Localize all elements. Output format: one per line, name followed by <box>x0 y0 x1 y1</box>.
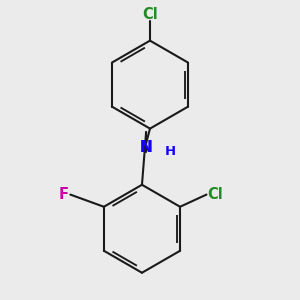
Text: H: H <box>164 145 175 158</box>
Text: F: F <box>59 187 69 202</box>
Text: N: N <box>140 140 152 155</box>
Text: Cl: Cl <box>142 7 158 22</box>
Text: Cl: Cl <box>208 187 223 202</box>
Text: N: N <box>140 140 152 155</box>
